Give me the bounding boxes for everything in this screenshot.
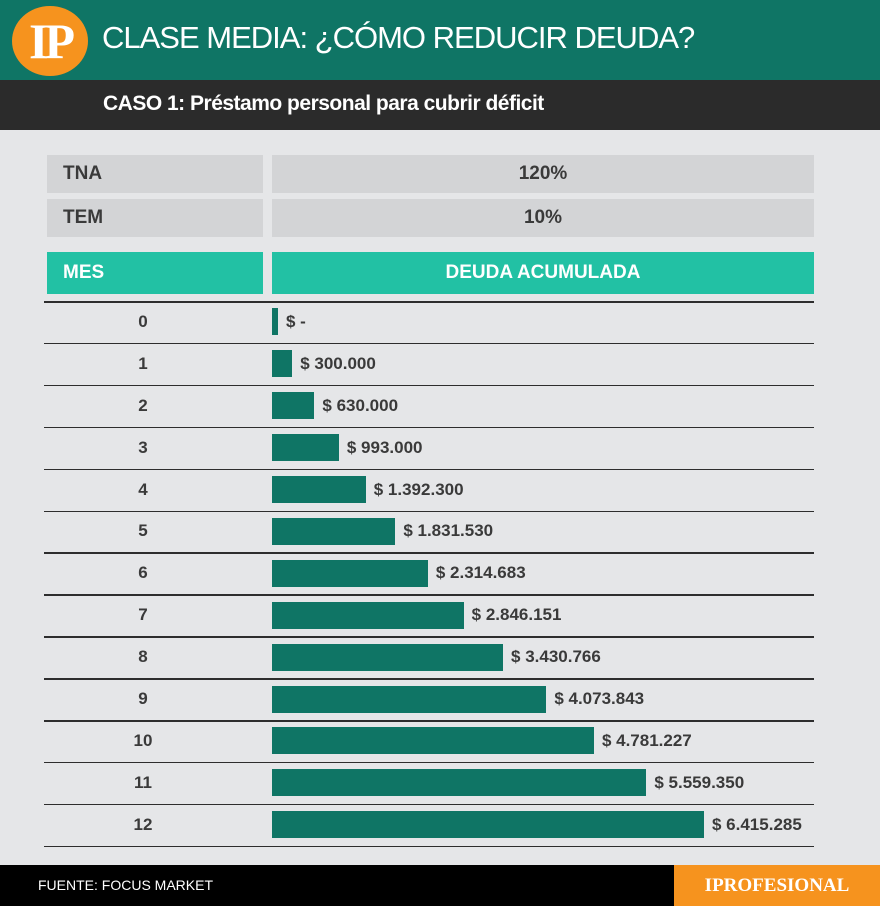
brand-logo: IPROFESIONAL — [674, 865, 880, 906]
month-label: 5 — [138, 521, 148, 541]
debt-value-label: $ 1.831.530 — [403, 521, 494, 541]
row-divider — [44, 720, 814, 722]
subheader-banner: CASO 1: Préstamo personal para cubrir dé… — [0, 80, 880, 130]
month-label: 7 — [138, 605, 148, 625]
tem-value: 10% — [272, 199, 814, 237]
row-divider — [44, 342, 814, 345]
debt-bar — [272, 476, 366, 504]
row-divider — [44, 510, 814, 512]
debt-bar — [272, 601, 464, 629]
source-note: FUENTE: FOCUS MARKET — [38, 877, 214, 893]
brand-text: IPROFESIONAL — [704, 874, 850, 896]
debt-value-label: $ 2.314.683 — [435, 563, 526, 583]
debt-bar — [272, 811, 704, 839]
header-banner: IP CLASE MEDIA: ¿CÓMO REDUCIR DEUDA? — [0, 0, 880, 80]
month-label: 6 — [138, 563, 148, 583]
debt-bar — [272, 392, 315, 420]
column-header-deuda: DEUDA ACUMULADA — [272, 252, 814, 294]
row-divider — [44, 301, 814, 303]
tna-label: TNA — [47, 155, 263, 193]
debt-value-label: $ 300.000 — [300, 353, 376, 373]
row-divider — [44, 761, 814, 764]
page-subtitle: CASO 1: Préstamo personal para cubrir dé… — [103, 92, 544, 115]
row-divider — [44, 552, 814, 554]
debt-value-label: $ 6.415.285 — [712, 814, 802, 834]
debt-value-label: $ 4.073.843 — [554, 689, 645, 709]
row-divider — [44, 636, 814, 638]
month-label: 9 — [138, 689, 148, 709]
debt-bar — [272, 517, 396, 545]
row-divider — [44, 678, 814, 680]
footer: FUENTE: FOCUS MARKET IPROFESIONAL — [0, 865, 880, 906]
logo-icon: IP — [12, 6, 88, 76]
row-divider — [44, 384, 814, 387]
row-divider — [44, 594, 814, 596]
row-divider — [44, 426, 814, 429]
debt-value-label: $ 5.559.350 — [654, 772, 745, 792]
debt-bar — [272, 685, 547, 713]
debt-value-label: $ 1.392.300 — [373, 479, 464, 499]
row-divider — [44, 468, 814, 471]
debt-bar — [272, 559, 428, 587]
debt-bar — [272, 769, 647, 797]
month-label: 4 — [138, 479, 148, 499]
tem-label: TEM — [47, 199, 263, 237]
row-divider — [44, 803, 814, 806]
month-label: 1 — [138, 353, 148, 373]
debt-value-label: $ 4.781.227 — [601, 730, 692, 750]
tna-value: 120% — [272, 155, 814, 193]
debt-bar — [272, 350, 293, 378]
debt-value-label: $ 2.846.151 — [471, 605, 562, 625]
month-label: 2 — [138, 395, 148, 415]
month-label: 0 — [138, 311, 148, 331]
logo-text: IP — [29, 13, 75, 69]
month-label: 12 — [133, 814, 153, 834]
month-label: 8 — [138, 647, 148, 667]
debt-bar — [272, 727, 594, 755]
debt-value-label: $ 630.000 — [322, 395, 399, 415]
debt-bar — [272, 308, 278, 336]
month-label: 10 — [133, 730, 153, 750]
month-label: 3 — [138, 437, 148, 457]
debt-value-label: $ - — [286, 311, 306, 331]
debt-bar — [272, 434, 339, 462]
month-label: 11 — [134, 772, 152, 792]
column-header-mes: MES — [47, 252, 263, 294]
debt-value-label: $ 3.430.766 — [511, 647, 601, 667]
row-divider — [44, 845, 814, 848]
debt-bar — [272, 643, 504, 671]
page-title: CLASE MEDIA: ¿CÓMO REDUCIR DEUDA? — [102, 20, 695, 55]
debt-value-label: $ 993.000 — [346, 437, 423, 457]
